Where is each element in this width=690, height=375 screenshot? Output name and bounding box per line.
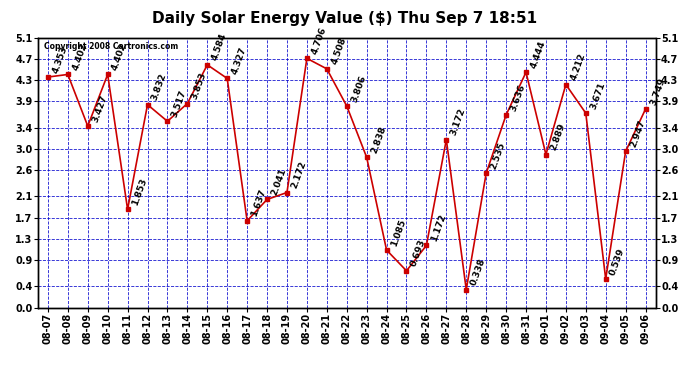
Text: 1.637: 1.637 (250, 188, 268, 218)
Text: 4.508: 4.508 (330, 36, 348, 66)
Text: 4.353: 4.353 (50, 44, 69, 74)
Text: 3.806: 3.806 (350, 74, 368, 103)
Text: 3.853: 3.853 (190, 71, 208, 101)
Text: 2.838: 2.838 (369, 125, 388, 154)
Text: 0.539: 0.539 (609, 246, 627, 276)
Text: 4.402: 4.402 (70, 42, 89, 72)
Text: 2.535: 2.535 (489, 141, 507, 171)
Text: 3.749: 3.749 (649, 76, 667, 106)
Text: 4.444: 4.444 (529, 39, 547, 69)
Text: 4.402: 4.402 (110, 42, 128, 72)
Text: 1.085: 1.085 (389, 217, 408, 247)
Text: Daily Solar Energy Value ($) Thu Sep 7 18:51: Daily Solar Energy Value ($) Thu Sep 7 1… (152, 11, 538, 26)
Text: Copyright 2008 Cartronics.com: Copyright 2008 Cartronics.com (44, 42, 179, 51)
Text: 3.427: 3.427 (90, 93, 109, 123)
Text: 2.889: 2.889 (549, 122, 567, 152)
Text: 0.338: 0.338 (469, 257, 487, 287)
Text: 3.671: 3.671 (589, 81, 607, 110)
Text: 3.517: 3.517 (170, 88, 188, 118)
Text: 4.212: 4.212 (569, 52, 586, 82)
Text: 4.706: 4.706 (310, 26, 328, 56)
Text: 2.947: 2.947 (629, 118, 647, 149)
Text: 0.693: 0.693 (409, 238, 427, 268)
Text: 1.853: 1.853 (130, 177, 148, 207)
Text: 2.041: 2.041 (270, 167, 288, 196)
Text: 1.172: 1.172 (429, 213, 447, 243)
Text: 3.832: 3.832 (150, 72, 168, 102)
Text: 2.172: 2.172 (290, 160, 308, 190)
Text: 4.327: 4.327 (230, 46, 248, 76)
Text: 4.584: 4.584 (210, 32, 228, 62)
Text: 3.172: 3.172 (449, 107, 467, 137)
Text: 3.636: 3.636 (509, 82, 527, 112)
